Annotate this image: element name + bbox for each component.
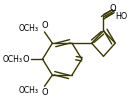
Text: HO: HO [115, 12, 127, 21]
Text: OCH₃: OCH₃ [3, 55, 23, 64]
Text: OCH₃: OCH₃ [19, 86, 39, 95]
Text: O: O [41, 88, 48, 97]
Text: O: O [109, 4, 116, 13]
Text: O: O [41, 21, 48, 30]
Text: OCH₃: OCH₃ [19, 24, 39, 33]
Text: O: O [22, 55, 29, 64]
